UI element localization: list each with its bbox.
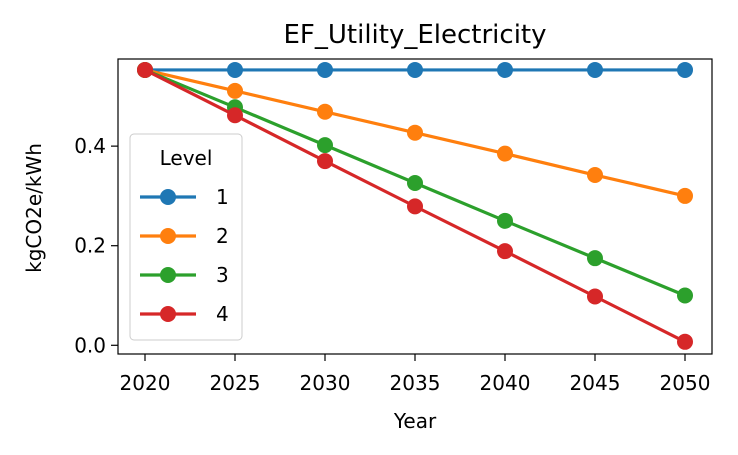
x-tick-label: 2050	[660, 371, 711, 395]
legend: Level 1 2 3 4	[129, 133, 243, 341]
data-point	[497, 212, 513, 229]
data-point	[677, 187, 693, 204]
data-point	[497, 145, 513, 162]
x-tick-label: 2025	[210, 371, 261, 395]
data-point	[407, 174, 423, 191]
data-point	[677, 333, 693, 350]
series-1	[137, 61, 693, 78]
data-point	[227, 82, 243, 99]
legend-label: 2	[216, 224, 229, 248]
data-point	[677, 287, 693, 304]
y-axis-label: kgCO2e/kWh	[22, 143, 46, 273]
legend-label: 3	[216, 263, 229, 287]
data-point	[497, 61, 513, 78]
data-point	[587, 288, 603, 305]
x-tick-label: 2040	[480, 371, 531, 395]
y-tick-label: 0.2	[74, 234, 106, 258]
data-point	[317, 103, 333, 120]
data-point	[227, 61, 243, 78]
y-tick-label: 0.0	[74, 333, 106, 357]
y-axis-ticks: 0.0 0.2 0.4	[74, 134, 118, 357]
data-point	[587, 167, 603, 184]
legend-item: 4	[140, 302, 229, 326]
data-point	[677, 61, 693, 78]
legend-item: 1	[140, 185, 229, 209]
legend-item: 3	[140, 263, 229, 287]
legend-label: 4	[216, 302, 229, 326]
legend-swatch-marker	[160, 189, 176, 205]
legend-swatch-marker	[160, 228, 176, 244]
legend-items: 1 2 3 4	[140, 185, 229, 326]
legend-swatch-marker	[160, 267, 176, 283]
legend-swatch-marker	[160, 306, 176, 322]
data-point	[497, 243, 513, 260]
data-point	[137, 61, 153, 78]
x-tick-label: 2035	[390, 371, 441, 395]
data-point	[407, 61, 423, 78]
legend-title: Level	[160, 146, 213, 170]
data-point	[317, 137, 333, 154]
data-point	[317, 61, 333, 78]
data-point	[227, 107, 243, 124]
y-tick-label: 0.4	[74, 134, 106, 158]
legend-label: 1	[216, 185, 229, 209]
data-point	[407, 124, 423, 141]
x-axis-label: Year	[393, 409, 437, 433]
x-tick-label: 2030	[300, 371, 351, 395]
series-4	[137, 61, 693, 350]
data-point	[587, 250, 603, 267]
x-axis-ticks: 2020 2025 2030 2035 2040 2045 2050	[120, 354, 711, 395]
x-tick-label: 2045	[570, 371, 621, 395]
data-point	[317, 153, 333, 170]
chart-title: EF_Utility_Electricity	[283, 20, 546, 50]
x-tick-label: 2020	[120, 371, 171, 395]
data-point	[587, 61, 603, 78]
data-point	[407, 198, 423, 215]
legend-item: 2	[140, 224, 229, 248]
series-layer	[137, 61, 693, 350]
